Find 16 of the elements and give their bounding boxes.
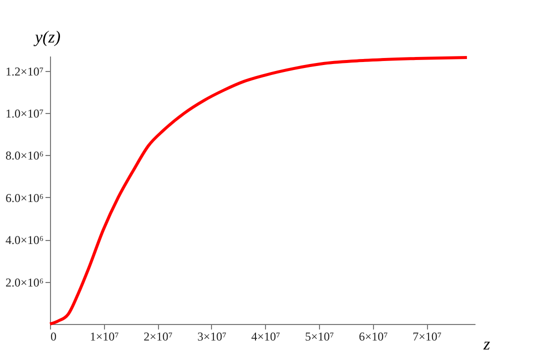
y-tick-label: 6.0×10⁶ [6, 190, 44, 205]
x-tick-label: 5×10⁷ [305, 330, 334, 344]
y-tick-label: 4.0×10⁶ [6, 233, 44, 248]
y-tick-label: 1.2×10⁷ [6, 64, 44, 78]
x-tick-label: 0 [50, 330, 56, 344]
x-tick-label: 4×10⁷ [251, 330, 280, 344]
y-axis-title: y(z) [33, 28, 61, 46]
x-tick-label: 7×10⁷ [412, 330, 442, 344]
y-tick-label: 2.0×10⁶ [6, 275, 44, 290]
x-tick-label: 1×10⁷ [90, 330, 119, 344]
y-tick-label: 8.0×10⁶ [6, 148, 44, 163]
x-tick-label: 6×10⁷ [358, 330, 388, 344]
y-tick-label: 1.0×10⁷ [6, 106, 44, 120]
x-tick-label: 3×10⁷ [197, 330, 226, 344]
x-axis-title: z [482, 334, 490, 354]
x-tick-label: 2×10⁷ [144, 330, 173, 344]
